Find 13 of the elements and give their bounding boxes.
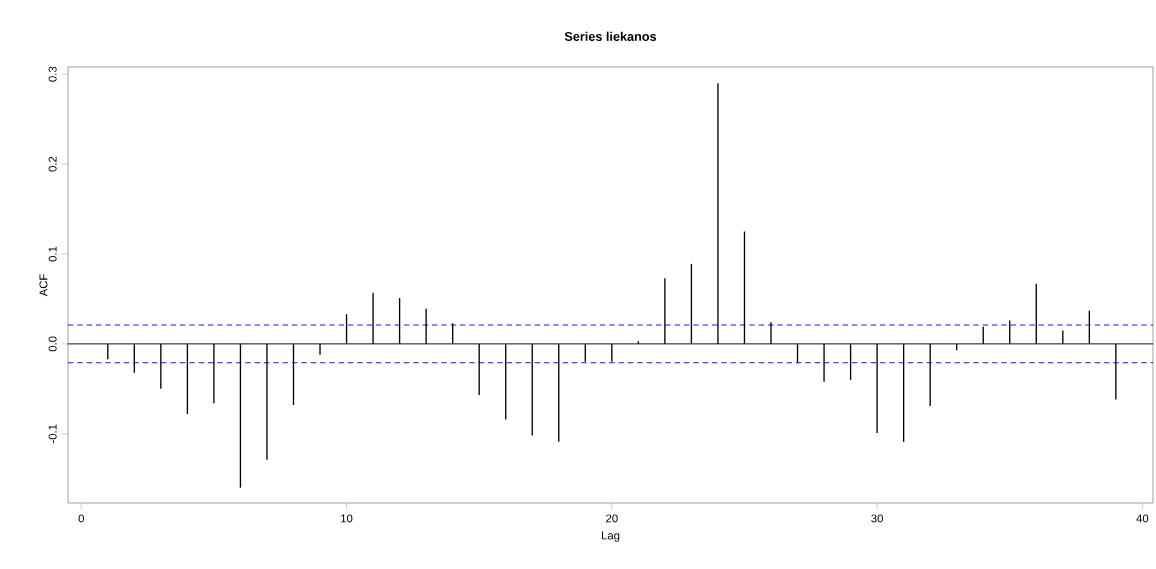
x-tick-label: 40 — [1136, 514, 1149, 523]
y-tick-label: 0.0 — [48, 336, 57, 352]
chart-title: Series liekanos — [564, 31, 657, 41]
y-tick-label: -0.1 — [48, 424, 57, 444]
x-tick-label: 0 — [78, 514, 84, 523]
y-tick-label: 0.3 — [48, 66, 57, 82]
x-axis-title: Lag — [601, 531, 620, 542]
y-tick-label: 0.2 — [48, 156, 57, 172]
x-tick-label: 10 — [341, 514, 353, 523]
x-tick-label: 30 — [871, 514, 883, 523]
x-tick-label: 20 — [606, 514, 618, 523]
y-axis-title: ACF — [39, 274, 48, 297]
y-tick-label: 0.1 — [48, 246, 57, 262]
